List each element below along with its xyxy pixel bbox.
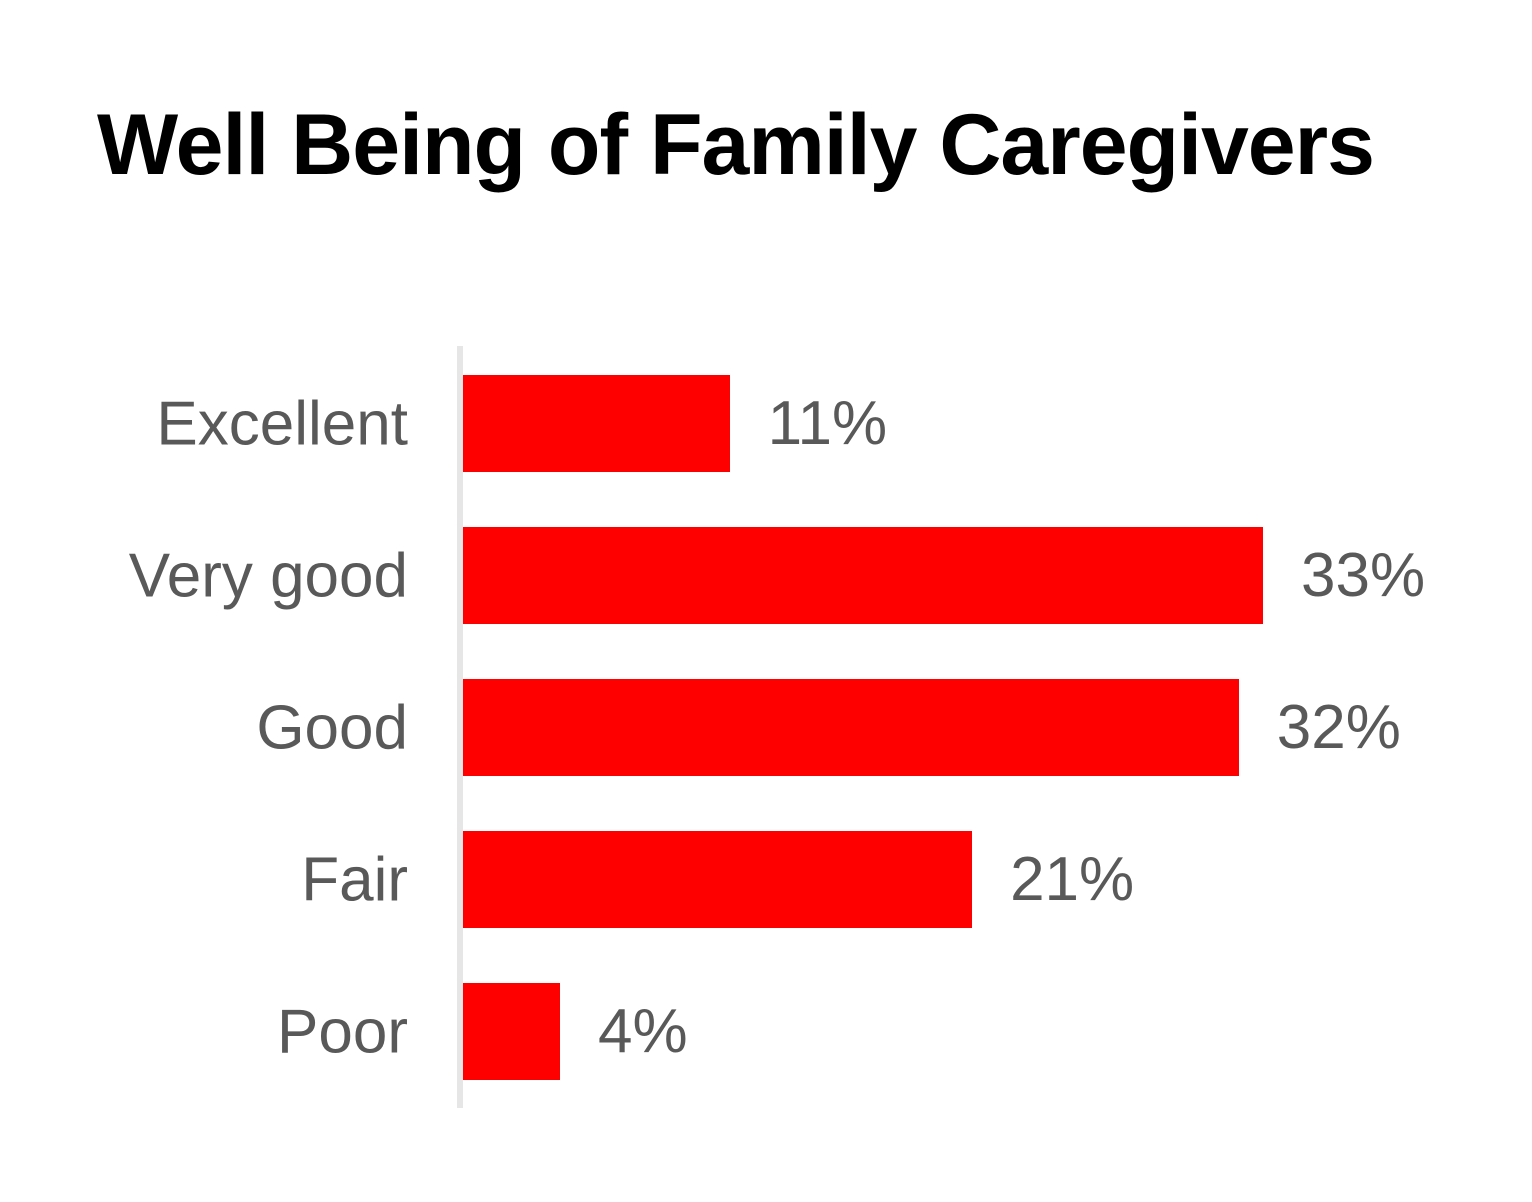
bar-row: Excellent 11% <box>156 375 1473 472</box>
category-label: Good <box>256 693 408 762</box>
chart-title: Well Being of Family Caregivers <box>97 97 1375 193</box>
bar <box>463 527 1263 624</box>
category-label: Poor <box>277 997 408 1066</box>
bar-row: Poor 4% <box>277 983 1473 1080</box>
value-label: 11% <box>767 389 888 458</box>
bar-row: Good 32% <box>256 679 1473 776</box>
category-label: Fair <box>301 845 408 914</box>
category-label: Excellent <box>156 389 408 458</box>
bar-chart-plot-area: Excellent 11% Very good 33% Good 32% Fai… <box>129 346 1473 1108</box>
bar-row: Very good 33% <box>129 527 1473 624</box>
bar <box>463 831 973 928</box>
value-label: 21% <box>1010 845 1135 914</box>
bar <box>463 679 1239 776</box>
bar <box>463 375 730 472</box>
value-label: 32% <box>1276 693 1401 762</box>
bar <box>463 983 560 1080</box>
value-label: 4% <box>597 997 688 1066</box>
category-label: Very good <box>128 541 408 610</box>
bar-row: Fair 21% <box>301 831 1473 928</box>
value-label: 33% <box>1300 541 1426 610</box>
